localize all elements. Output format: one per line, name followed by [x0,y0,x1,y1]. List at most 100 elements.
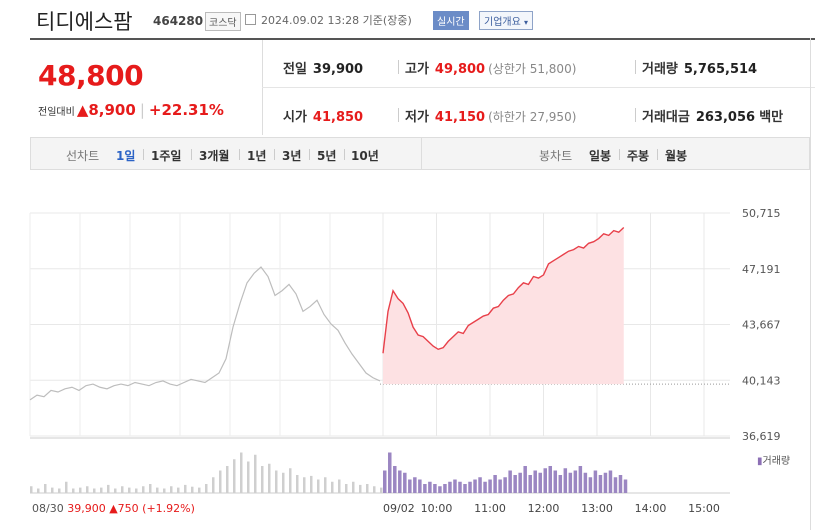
volume-bar [219,470,222,493]
volume-bar [345,484,348,493]
volume-bar [413,477,417,493]
candle-chart-label: 봉차트 [539,149,573,163]
volume-bar [468,481,472,493]
volume-bar [483,481,487,493]
volume-bar [553,470,558,493]
volume-bar [191,486,194,493]
volume-bar [488,479,492,493]
volume-bar [275,470,278,493]
volume-bar [503,477,507,493]
x-tick-label: 13:00 [581,502,613,515]
volume-bar [453,479,457,493]
change-value: 8,900 [88,101,136,119]
volume-bar [51,487,54,493]
quote-datetime: 2024.09.02 13:28 기준(장중) [261,14,412,27]
volume-bar [184,484,187,493]
volume-bar [558,475,563,493]
prev-day-line [29,266,381,401]
x-tick-label: 10:00 [421,502,453,515]
volume-bar [338,479,341,493]
realtime-button[interactable]: 실시간 [433,11,469,30]
chart-period-bar: 선차트 1일 1주일 3개월 1년 3년 5년 10년 봉차트 일봉 주봉 월봉 [30,137,810,170]
volume-bar [508,470,512,493]
up-arrow-icon: ▲ [76,101,89,119]
volume-bar [79,487,82,493]
volume-bar [403,472,407,493]
volume-bar [212,477,215,493]
period-1y[interactable]: 1년 [247,149,267,163]
volume-bar [598,475,603,493]
open-price: 시가 41,850 [283,110,364,125]
volume-bar [518,472,522,493]
volume-bar [324,477,327,493]
volume-bar [448,481,452,493]
volume-bar [438,486,442,493]
volume-bar [528,475,532,493]
volume-bar [543,468,547,493]
company-info-button[interactable]: 기업개요 ▾ [479,11,534,30]
volume-bar [93,488,96,493]
current-price: 48,800 [38,59,144,92]
y-tick-label: 40,143 [742,374,781,387]
volume-bar [388,452,392,493]
period-3m[interactable]: 3개월 [199,149,230,163]
prev-close: 전일 39,900 [283,62,364,77]
volume-bar [380,487,383,493]
volume-bar [58,488,61,493]
volume-bar [418,479,422,493]
price-change: 전일대비 ▲8,900 | +22.31% [38,101,224,119]
candle-daily[interactable]: 일봉 [589,149,612,163]
volume-bar [478,477,482,493]
period-10y[interactable]: 10년 [351,149,379,163]
volume-bar [100,487,103,493]
volume-bar [373,486,376,493]
volume-bar [205,484,208,493]
line-chart-label: 선차트 [66,149,100,163]
volume-bar [548,466,553,493]
x-tick-label: 14:00 [635,502,667,515]
low-price: 저가 41,150 (하한가 27,950) [405,110,577,125]
period-1d[interactable]: 1일 [116,149,136,163]
volume-bar [398,470,402,493]
volume-bar [44,484,47,493]
volume-bar [513,475,517,493]
today-price-line [382,226,625,354]
volume-bar [563,468,568,493]
period-5y[interactable]: 5년 [317,149,337,163]
high-price: 고가 49,800 (상한가 51,800) [405,62,577,77]
volume-bar [533,470,537,493]
x-tick-label: 09/02 [383,502,415,515]
stock-code: 464280 [153,14,204,28]
volume-bar [303,477,306,493]
volume-bar [149,484,152,493]
candle-monthly[interactable]: 월봉 [665,149,688,163]
volume-bar [30,486,33,493]
y-tick-label: 36,619 [742,430,781,443]
change-label: 전일대비 [38,107,75,118]
volume-bar [121,486,124,493]
calendar-icon [245,14,256,25]
price-box: 48,800 전일대비 ▲8,900 | +22.31% [30,40,263,135]
volume-bar [37,488,40,493]
volume-bar [458,481,462,493]
volume-bar [523,466,527,493]
period-3y[interactable]: 3년 [282,149,302,163]
volume-bar [613,477,618,493]
period-1w[interactable]: 1주일 [151,149,182,163]
volume-bar [568,472,573,493]
volume-bar [289,468,292,493]
side-panel [810,38,830,530]
volume-bar [538,472,542,493]
volume-bar [177,487,180,493]
volume-bar [588,477,593,493]
volume-bar [573,470,578,493]
volume-bar [65,481,68,493]
volume-bar [233,459,236,493]
prev-day-summary: 08/30 39,900 ▲750 (+1.92%) [32,502,195,515]
volume-bar [135,488,138,493]
volume-bar [282,472,285,493]
volume-bar [593,470,598,493]
candle-weekly[interactable]: 주봉 [627,149,650,163]
volume-bar [463,484,467,493]
